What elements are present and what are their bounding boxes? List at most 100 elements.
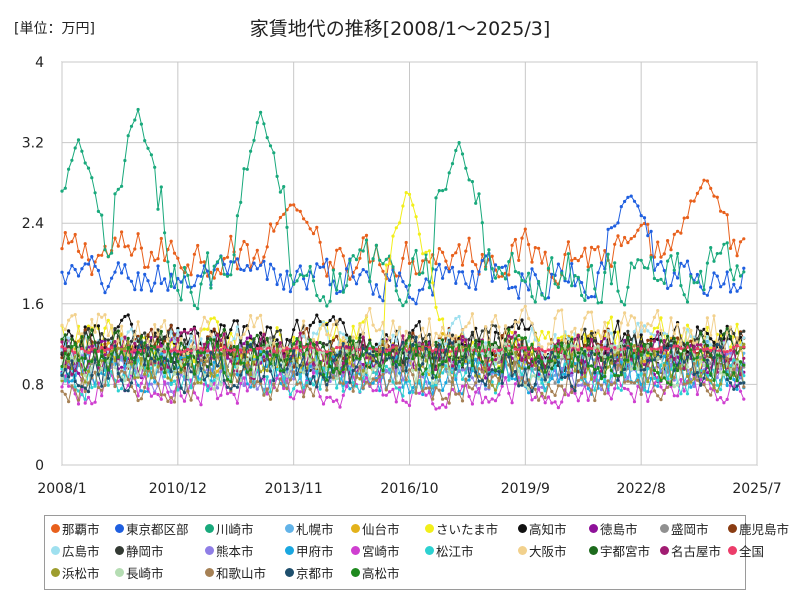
data-point bbox=[480, 352, 484, 356]
data-point bbox=[116, 371, 120, 375]
data-point bbox=[235, 257, 239, 261]
data-point bbox=[444, 405, 448, 409]
data-point bbox=[159, 185, 163, 189]
data-point bbox=[649, 332, 653, 336]
data-point bbox=[103, 326, 107, 330]
data-point bbox=[484, 267, 488, 271]
data-point bbox=[712, 340, 716, 345]
data-point bbox=[636, 367, 640, 372]
data-point bbox=[477, 361, 481, 365]
data-point bbox=[156, 207, 160, 211]
data-point bbox=[460, 270, 465, 274]
data-point bbox=[179, 394, 183, 398]
data-point bbox=[576, 399, 580, 403]
data-point bbox=[229, 234, 233, 238]
data-point bbox=[189, 328, 193, 332]
data-point bbox=[709, 393, 713, 397]
data-point bbox=[497, 348, 501, 352]
data-point bbox=[245, 327, 249, 331]
data-point bbox=[573, 391, 577, 395]
data-point bbox=[546, 342, 551, 346]
data-point bbox=[709, 379, 713, 383]
data-point bbox=[556, 406, 561, 410]
data-point bbox=[523, 327, 527, 331]
data-point bbox=[285, 350, 289, 354]
data-point bbox=[616, 221, 620, 225]
data-point bbox=[699, 331, 703, 335]
data-point bbox=[722, 373, 726, 377]
data-point bbox=[437, 352, 441, 356]
data-point bbox=[331, 399, 335, 404]
data-point bbox=[715, 274, 719, 278]
data-point bbox=[176, 276, 180, 281]
data-point bbox=[738, 274, 743, 278]
data-point bbox=[487, 400, 491, 404]
data-point bbox=[209, 387, 213, 391]
data-point bbox=[374, 329, 378, 333]
data-point bbox=[129, 339, 134, 343]
data-point bbox=[73, 368, 77, 373]
data-point bbox=[259, 346, 263, 350]
data-point bbox=[427, 348, 431, 352]
data-point bbox=[629, 392, 633, 396]
data-point bbox=[656, 262, 660, 266]
data-point bbox=[285, 346, 289, 350]
data-point bbox=[573, 326, 577, 330]
data-point bbox=[616, 330, 620, 334]
data-point bbox=[288, 338, 292, 342]
data-point bbox=[225, 354, 230, 358]
data-point bbox=[341, 393, 345, 397]
data-point bbox=[100, 345, 104, 349]
data-point bbox=[149, 344, 153, 348]
data-point bbox=[106, 347, 110, 351]
data-point bbox=[580, 281, 584, 285]
data-point bbox=[530, 267, 534, 271]
data-point bbox=[351, 389, 355, 393]
data-point bbox=[391, 387, 395, 391]
data-point bbox=[146, 346, 150, 350]
data-point bbox=[73, 313, 77, 317]
data-point bbox=[606, 252, 610, 256]
data-point bbox=[672, 356, 676, 361]
data-point bbox=[490, 397, 494, 401]
data-point bbox=[222, 256, 226, 261]
data-point bbox=[179, 298, 183, 302]
data-point bbox=[146, 265, 150, 269]
data-point bbox=[632, 344, 637, 348]
data-point bbox=[656, 394, 660, 398]
data-point bbox=[454, 392, 458, 396]
data-point bbox=[209, 371, 213, 375]
data-point bbox=[229, 328, 233, 332]
data-point bbox=[493, 373, 498, 377]
data-point bbox=[103, 383, 107, 387]
data-point bbox=[96, 341, 100, 345]
data-point bbox=[305, 287, 309, 291]
data-point bbox=[146, 146, 150, 150]
data-point bbox=[354, 336, 359, 340]
data-point bbox=[666, 259, 670, 263]
data-point bbox=[235, 333, 239, 337]
data-point bbox=[192, 284, 196, 288]
data-point bbox=[354, 375, 359, 379]
data-point bbox=[580, 383, 584, 387]
data-point bbox=[149, 289, 153, 293]
data-point bbox=[530, 295, 534, 299]
data-point bbox=[503, 342, 508, 346]
data-point bbox=[384, 263, 388, 267]
data-point bbox=[378, 295, 382, 299]
data-point bbox=[391, 356, 395, 360]
data-point bbox=[311, 348, 316, 352]
data-point bbox=[113, 344, 117, 348]
data-point bbox=[596, 344, 600, 348]
data-point bbox=[153, 323, 157, 327]
data-point bbox=[715, 195, 719, 199]
data-point bbox=[315, 332, 319, 336]
data-point bbox=[507, 273, 511, 277]
data-point bbox=[398, 221, 402, 225]
data-point bbox=[63, 367, 67, 372]
data-point bbox=[232, 384, 236, 388]
data-point bbox=[169, 272, 173, 276]
data-point bbox=[735, 357, 739, 362]
data-point bbox=[206, 374, 210, 378]
data-point bbox=[732, 349, 736, 353]
